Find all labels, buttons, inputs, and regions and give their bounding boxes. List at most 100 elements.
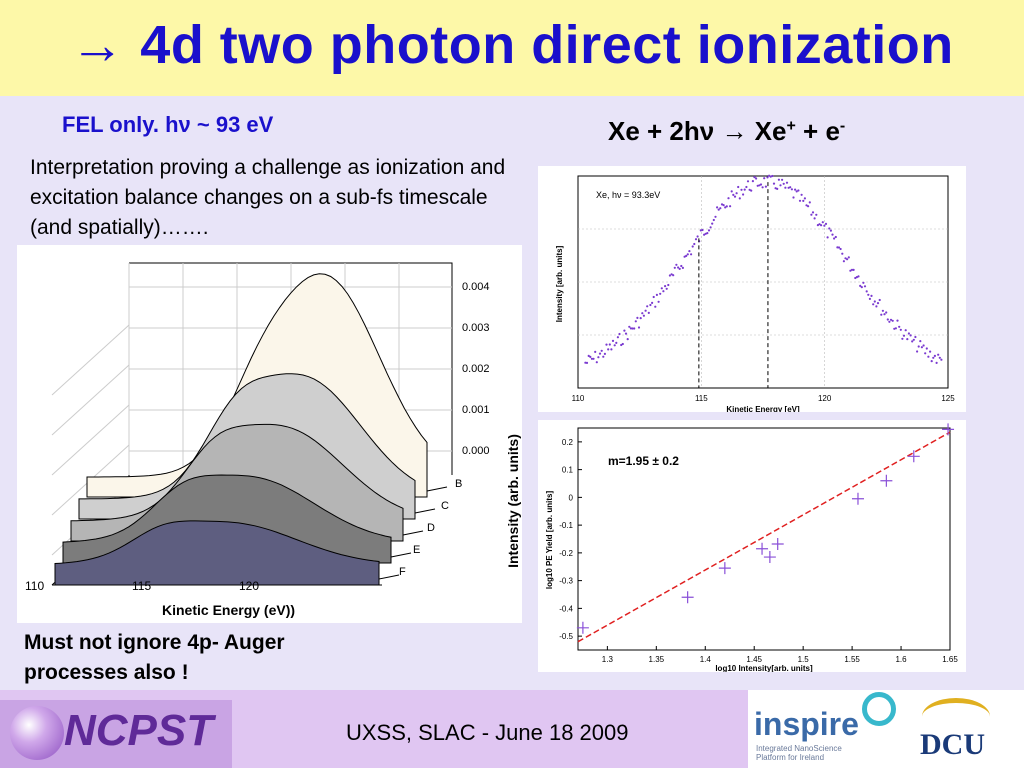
data-point	[917, 345, 920, 348]
data-point	[916, 350, 919, 353]
data-point	[836, 246, 839, 249]
waterfall-chart-panel: B C D E F 0.004 0.003 0.002 0.001 0.000 110 115 120 K…	[17, 245, 522, 623]
data-point	[878, 298, 881, 302]
data-point	[576, 621, 589, 634]
data-point	[743, 188, 746, 191]
series-tick	[390, 552, 412, 558]
data-point	[834, 235, 837, 239]
reaction-electron-charge: -	[839, 117, 846, 135]
slide-title: → 4d two photon direct ionization	[70, 15, 954, 75]
data-point	[883, 313, 886, 316]
x-tick-label: 110	[25, 579, 44, 593]
data-point	[781, 178, 784, 181]
data-point	[621, 342, 624, 346]
x-tick-label: 110	[572, 394, 585, 403]
annotation: m=1.95 ± 0.2	[608, 454, 679, 468]
data-point	[823, 224, 826, 227]
data-point	[618, 332, 621, 336]
series-tick	[414, 508, 436, 514]
data-point	[937, 353, 940, 356]
data-point	[594, 350, 597, 353]
data-point	[616, 336, 619, 339]
data-point	[763, 551, 776, 564]
data-point	[755, 177, 758, 180]
x-tick-label: 1.5	[798, 655, 810, 664]
data-point	[771, 174, 774, 178]
data-point	[677, 266, 680, 269]
data-point	[790, 188, 793, 191]
data-point	[771, 537, 784, 550]
data-point	[818, 223, 821, 226]
data-point	[717, 208, 720, 211]
data-point	[678, 267, 681, 270]
data-point	[615, 341, 618, 344]
data-point	[750, 189, 753, 192]
data-point	[608, 343, 611, 346]
data-point	[603, 352, 606, 355]
data-point	[919, 340, 922, 343]
data-point	[803, 197, 806, 200]
data-point	[932, 356, 935, 359]
data-point	[668, 274, 671, 277]
data-point	[639, 317, 642, 320]
data-point	[611, 339, 615, 342]
data-point	[696, 235, 699, 238]
data-point	[885, 311, 888, 314]
data-point	[623, 329, 626, 332]
data-point	[735, 192, 738, 195]
data-point	[867, 293, 870, 296]
data-point	[821, 221, 824, 224]
auger-warning: Must not ignore 4p- Auger processes also…	[24, 628, 285, 688]
data-point	[839, 247, 842, 251]
auger-warning-line1: Must not ignore 4p- Auger	[24, 631, 285, 654]
data-point	[859, 284, 862, 287]
data-point	[694, 238, 698, 241]
data-point	[850, 268, 854, 271]
data-point	[873, 300, 876, 303]
series-label-D: D	[427, 522, 435, 534]
data-point	[714, 215, 717, 218]
data-point	[636, 316, 639, 319]
data-point	[730, 190, 733, 193]
data-point	[589, 355, 592, 358]
data-point	[899, 328, 902, 331]
footer-event: UXSS, SLAC - June 18 2009	[346, 720, 629, 745]
x-tick-label: 1.65	[942, 655, 958, 664]
data-point	[587, 354, 590, 357]
data-point	[933, 354, 936, 357]
data-point	[613, 344, 616, 347]
data-point	[901, 337, 904, 340]
x-axis-label: Kinetic Energy (eV))	[162, 602, 295, 618]
dcu-arc-icon	[922, 698, 990, 735]
data-point	[732, 193, 735, 196]
x-tick-label: 120	[818, 394, 832, 403]
y-axis-label: Intensity (arb. units)	[505, 434, 521, 568]
data-point	[595, 361, 598, 364]
data-point	[927, 355, 930, 358]
data-point	[718, 562, 731, 575]
data-point	[634, 320, 637, 323]
data-point	[673, 266, 676, 269]
data-point	[841, 252, 844, 255]
data-point	[876, 302, 880, 305]
data-point	[740, 188, 743, 191]
data-point	[610, 348, 613, 351]
ncpst-sphere-icon	[10, 706, 64, 760]
data-point	[690, 253, 693, 256]
data-point	[837, 246, 841, 249]
inspire-ring-icon	[862, 692, 896, 726]
data-point	[654, 305, 657, 308]
data-point	[686, 253, 689, 256]
data-point	[807, 205, 810, 208]
grid-line	[51, 364, 130, 436]
data-point	[712, 218, 715, 222]
data-point	[592, 357, 595, 360]
data-point	[685, 254, 688, 257]
x-tick-label: 115	[132, 579, 151, 593]
annotation: Xe, hν = 93.3eV	[596, 190, 660, 200]
inspire-logo-subtitle: Integrated NanoScience Platform for Irel…	[756, 744, 842, 762]
z-tick-label: 0.001	[462, 404, 490, 416]
data-point	[831, 233, 834, 236]
data-point	[768, 174, 771, 177]
data-point	[646, 305, 649, 308]
